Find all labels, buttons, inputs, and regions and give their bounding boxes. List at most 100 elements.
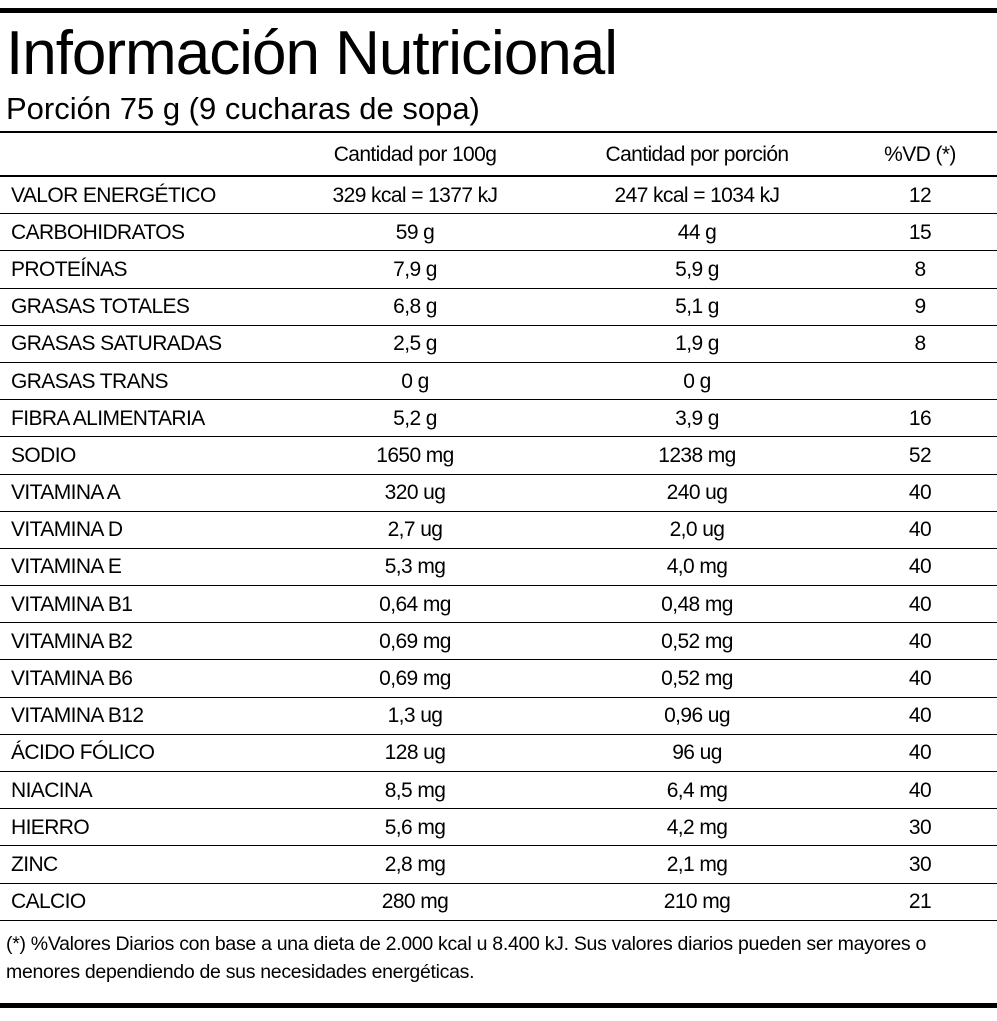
table-row: HIERRO 5,6 mg 4,2 mg 30 — [0, 809, 997, 847]
table-row: VITAMINA D 2,7 ug 2,0 ug 40 — [0, 512, 997, 549]
amount-per-serving: 6,4 mg — [666, 778, 728, 802]
amount-per-serving: 2,1 mg — [666, 852, 728, 876]
daily-value-percent: 40 — [908, 778, 932, 802]
table-row: SODIO 1650 mg 1238 mg 52 — [0, 437, 997, 475]
amount-per-100g: 6,8 g — [393, 295, 437, 319]
row-divider — [0, 399, 997, 401]
nutrient-name: FIBRA ALIMENTARIA — [11, 406, 205, 430]
daily-value-percent: 9 — [914, 295, 926, 319]
amount-per-100g: 0,69 mg — [379, 629, 451, 653]
amount-per-serving: 247 kcal = 1034 kJ — [614, 183, 781, 207]
nutrient-name: HIERRO — [11, 815, 90, 839]
table-row: VITAMINA B1 0,64 mg 0,48 mg 40 — [0, 586, 997, 624]
amount-per-serving: 44 g — [677, 220, 717, 244]
daily-value-percent: 21 — [908, 890, 932, 914]
nutrient-name: GRASAS TOTALES — [11, 295, 190, 319]
column-header-per-100g: Cantidad por 100g — [333, 143, 497, 166]
nutrient-name: VITAMINA B1 — [11, 592, 133, 616]
amount-per-serving: 0,48 mg — [661, 592, 733, 616]
amount-per-100g: 1650 mg — [376, 443, 454, 467]
daily-value-percent: 40 — [908, 518, 932, 542]
table-row: VALOR ENERGÉTICO 329 kcal = 1377 kJ 247 kc… — [0, 177, 997, 215]
table-row: VITAMINA B2 0,69 mg 0,52 mg 40 — [0, 623, 997, 661]
table-row: FIBRA ALIMENTARIA 5,2 g 3,9 g 16 — [0, 400, 997, 438]
amount-per-serving: 4,0 mg — [666, 555, 728, 579]
top-divider — [0, 8, 997, 13]
table-row: VITAMINA E 5,3 mg 4,0 mg 40 — [0, 549, 997, 587]
column-header-daily-value: %VD (*) — [884, 143, 956, 166]
row-divider — [0, 473, 997, 475]
nutrient-name: CARBOHIDRATOS — [11, 220, 185, 244]
table-row: ÁCIDO FÓLICO 128 ug 96 ug 40 — [0, 735, 997, 772]
daily-value-percent: 40 — [908, 555, 932, 579]
nutrient-name: CALCIO — [11, 890, 86, 914]
daily-value-percent: 40 — [908, 667, 932, 691]
row-divider — [0, 324, 997, 326]
daily-value-percent: 12 — [908, 183, 932, 207]
nutrient-name: GRASAS TRANS — [11, 369, 169, 393]
row-divider — [0, 510, 997, 512]
nutrient-name: VITAMINA A — [11, 481, 121, 505]
amount-per-100g: 7,9 g — [393, 257, 437, 281]
row-divider — [0, 175, 997, 177]
amount-per-100g: 5,2 g — [393, 406, 437, 430]
amount-per-100g: 5,3 mg — [384, 555, 446, 579]
amount-per-serving: 0 g — [683, 369, 711, 393]
amount-per-serving: 5,1 g — [675, 295, 719, 319]
row-divider — [0, 771, 997, 772]
header-divider — [0, 131, 997, 133]
daily-value-percent: 30 — [908, 815, 932, 839]
daily-value-percent: 40 — [908, 592, 932, 616]
row-divider — [0, 919, 997, 921]
amount-per-100g: 320 ug — [384, 481, 446, 505]
serving-size: Porción 75 g (9 cucharas de sopa) — [6, 91, 480, 126]
daily-value-percent: 40 — [908, 704, 932, 728]
amount-per-serving: 1,9 g — [675, 332, 719, 356]
amount-per-100g: 0 g — [401, 369, 429, 393]
daily-value-percent: 30 — [908, 852, 932, 876]
nutrition-table: Cantidad por 100g Cantidad por porción %… — [0, 133, 997, 921]
daily-value-percent: 52 — [908, 443, 932, 467]
table-row: CARBOHIDRATOS 59 g 44 g 15 — [0, 214, 997, 252]
table-row: GRASAS TRANS 0 g 0 g — [0, 363, 997, 401]
amount-per-100g: 280 mg — [381, 890, 449, 914]
row-divider — [0, 436, 997, 438]
row-divider — [0, 250, 997, 252]
amount-per-100g: 1,3 ug — [387, 704, 443, 728]
table-body: VALOR ENERGÉTICO 329 kcal = 1377 kJ 247 kc… — [0, 177, 997, 921]
nutrient-name: ZINC — [11, 852, 58, 876]
daily-value-percent: 40 — [908, 741, 932, 765]
daily-value-percent: 40 — [908, 629, 932, 653]
amount-per-100g: 8,5 mg — [384, 778, 446, 802]
table-row: CALCIO 280 mg 210 mg 21 — [0, 884, 997, 921]
nutrient-name: VALOR ENERGÉTICO — [11, 183, 216, 207]
amount-per-serving: 210 mg — [663, 890, 731, 914]
amount-per-100g: 0,69 mg — [379, 667, 451, 691]
row-divider — [0, 808, 997, 810]
table-row: NIACINA 8,5 mg 6,4 mg 40 — [0, 772, 997, 810]
row-divider — [0, 585, 997, 587]
daily-value-percent: 8 — [914, 257, 926, 281]
nutrient-name: VITAMINA B6 — [11, 667, 133, 691]
amount-per-100g: 2,7 ug — [387, 518, 443, 542]
amount-per-100g: 2,5 g — [393, 332, 437, 356]
footnote: (*) %Valores Diarios con base a una diet… — [6, 933, 927, 983]
nutrient-name: ÁCIDO FÓLICO — [11, 741, 155, 765]
daily-value-percent: 16 — [908, 406, 932, 430]
row-divider — [0, 733, 997, 735]
amount-per-serving: 4,2 mg — [666, 815, 728, 839]
row-divider — [0, 361, 997, 363]
bottom-divider — [0, 1003, 997, 1008]
amount-per-serving: 240 ug — [666, 481, 728, 505]
row-divider — [0, 659, 997, 661]
row-divider — [0, 622, 997, 624]
nutrient-name: SODIO — [11, 443, 76, 467]
amount-per-serving: 3,9 g — [675, 406, 719, 430]
table-row: VITAMINA A 320 ug 240 ug 40 — [0, 475, 997, 512]
daily-value-percent: 40 — [908, 481, 932, 505]
amount-per-100g: 329 kcal = 1377 kJ — [332, 183, 499, 207]
amount-per-100g: 5,6 mg — [384, 815, 446, 839]
amount-per-serving: 1238 mg — [658, 443, 736, 467]
daily-value-percent: 15 — [908, 220, 932, 244]
